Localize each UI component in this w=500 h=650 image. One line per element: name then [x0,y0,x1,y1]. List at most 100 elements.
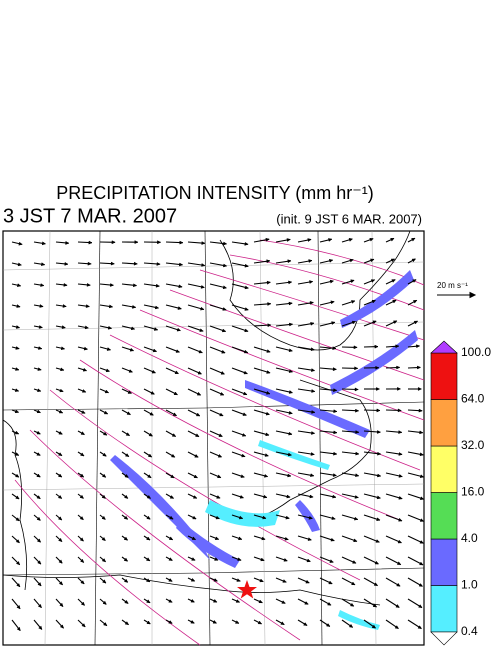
wind-head [243,349,249,354]
wind-head [80,431,85,435]
wind-vectors [11,237,425,632]
wind-head [372,603,378,608]
wind-head [154,305,160,310]
wind-head [325,623,331,627]
wind-head [104,389,110,394]
wind-head [133,283,138,288]
wind-head [101,473,107,478]
wind-head [124,494,129,499]
wind-head [40,262,46,267]
wind-head [350,279,355,284]
colorbar-segment [430,492,458,540]
wind-head [222,285,228,290]
wind-head [102,579,107,584]
wind-head [412,300,418,304]
colorbar: 0.4 1.0 4.0 16.0 32.0 64.0 100.0 [430,340,491,646]
wind-head [145,557,151,562]
wind-head [38,325,43,329]
wind-head [81,410,86,414]
wind-head [124,599,129,604]
precipitation [110,270,418,630]
wind-head [258,599,263,604]
colorbar-label: 0.4 [461,624,478,638]
wind-head [241,453,246,458]
wind-head [304,601,309,605]
wind-head [419,561,424,566]
wind-head [16,304,21,308]
wind-head [14,388,20,392]
wind-head [60,346,66,351]
wind-head [123,557,129,562]
wind-head [80,601,86,606]
wind-head [37,367,42,371]
wind-head [332,494,337,499]
wind-head [36,495,41,500]
wind-head [61,325,66,329]
wind-head [235,599,241,603]
wind-head [375,539,380,543]
wind-head [236,578,241,582]
wind-head [373,582,379,586]
wind-head [84,325,89,330]
wind-head [37,388,42,393]
wind-head [416,344,421,349]
wind-head [376,408,381,413]
wind-head [40,283,45,287]
wind-head [59,602,64,608]
wind-head [418,604,423,608]
wind-head [370,279,376,283]
graticule [2,230,425,646]
wind-head [306,558,311,563]
wind-head [393,320,398,325]
wind-head [331,516,336,520]
wind-head [174,370,180,374]
wind-head [38,625,43,630]
wind-head [310,431,316,435]
wind-head [238,536,243,541]
wind-head [263,494,268,499]
wind-head [370,258,375,263]
wind-head [397,408,402,413]
wind-head [310,473,315,478]
wind-head [259,578,264,583]
wind-head [311,389,316,393]
wind-head [126,411,132,415]
wind-head [58,452,63,456]
wind-head [15,495,20,500]
wind-head [390,238,395,242]
wind-head [123,536,129,541]
wind-head [168,536,174,541]
wind-head [147,453,153,458]
wind-head [240,474,245,478]
wind-head [266,349,271,353]
wind-head [417,625,422,629]
wind-head [123,578,129,583]
wind-head [398,473,403,478]
wind-head [266,370,271,374]
wind-head [419,452,424,457]
wind-head [419,540,424,544]
wind-head [125,432,131,436]
wind-head [222,263,228,268]
wind-head [16,626,21,632]
wind-head [201,241,206,245]
wind-head [374,560,380,565]
wind-head [329,279,335,284]
wind-head [333,409,338,414]
wind-head [398,517,403,522]
wind-head [267,323,272,328]
wind-head [398,430,403,434]
wind-head [102,431,108,436]
wind-head [80,558,85,563]
wind-head [288,431,293,436]
wind-head [111,240,116,245]
wind-head [172,412,178,416]
wind-head [58,409,64,414]
wind-head [265,411,271,416]
wind-head [217,453,223,458]
wind-head [392,299,397,304]
wind-head [109,283,115,287]
wind-head [175,349,181,353]
wind-head [128,369,134,373]
wind-head [41,241,47,246]
